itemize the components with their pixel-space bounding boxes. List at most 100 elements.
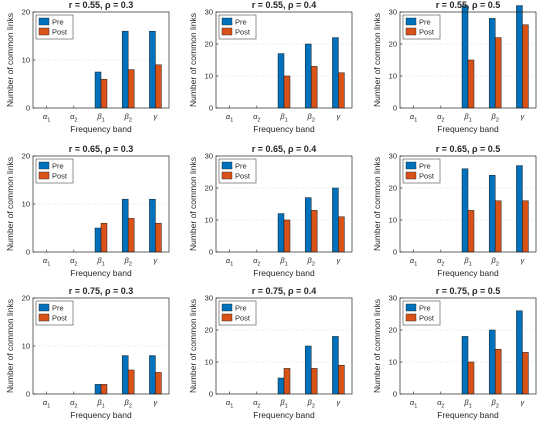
y-tick-label: 0 <box>26 390 30 399</box>
y-tick-label: 10 <box>205 216 213 225</box>
legend-label-post: Post <box>52 313 68 322</box>
x-tick-label: β1 <box>279 256 287 268</box>
x-axis-label: Frequency band <box>437 268 499 278</box>
bar-post-5 <box>522 24 529 109</box>
legend-label-pre: Pre <box>235 161 247 170</box>
bar-pre-4 <box>488 18 496 109</box>
y-tick-label: 0 <box>209 248 213 257</box>
chart-title: r = 0.55, ρ = 0.5 <box>436 0 501 10</box>
bar-post-3 <box>283 219 291 253</box>
x-tick-label: γ <box>521 112 526 121</box>
x-tick-label: β2 <box>124 112 132 124</box>
subplot-1: 0 10 20 α1 α2 β1 β2 γ r = 0.55, ρ = 0.3 Frequency… <box>5 0 170 134</box>
x-tick-label: α2 <box>70 256 77 268</box>
y-tick-label: 10 <box>389 216 397 225</box>
legend-label-pre: Pre <box>235 17 247 26</box>
legend-label-post: Post <box>235 171 251 180</box>
y-tick-label: 30 <box>205 8 213 17</box>
y-tick-label: 20 <box>205 184 213 193</box>
y-axis-label: Number of common links <box>372 299 382 393</box>
y-tick-label: 20 <box>205 326 213 335</box>
x-tick-label: α2 <box>437 112 444 124</box>
x-tick-label: γ <box>154 398 159 407</box>
y-tick-label: 0 <box>393 390 397 399</box>
subplot-9: 0 10 20 30 α1 α2 β1 β2 γ r = 0.75, ρ = 0.5 Frequen… <box>372 286 537 420</box>
chart-title: r = 0.75, ρ = 0.5 <box>436 286 501 296</box>
legend-label-pre: Pre <box>52 17 64 26</box>
legend-swatch-post <box>221 313 233 322</box>
bar-pre-3 <box>461 336 469 395</box>
x-tick-label: β2 <box>307 398 315 410</box>
y-tick-label: 30 <box>389 8 397 17</box>
bar-post-4 <box>127 369 135 395</box>
legend-label-post: Post <box>419 27 435 36</box>
bar-pre-5 <box>516 310 523 395</box>
y-axis-label: Number of common links <box>5 13 15 107</box>
y-tick-label: 10 <box>389 358 397 367</box>
bar-pre-3 <box>461 168 469 253</box>
legend-label-post: Post <box>52 27 68 36</box>
y-tick-label: 30 <box>389 152 397 161</box>
legend-swatch-pre <box>38 303 50 312</box>
y-tick-label: 0 <box>393 248 397 257</box>
legend-swatch-pre <box>405 161 417 170</box>
legend-swatch-pre <box>221 17 233 26</box>
x-tick-label: β2 <box>124 256 132 268</box>
x-tick-label: α2 <box>70 398 77 410</box>
bar-post-5 <box>338 216 345 253</box>
bar-pre-4 <box>304 197 312 253</box>
x-tick-label: β1 <box>96 398 104 410</box>
x-tick-label: γ <box>337 256 342 265</box>
legend-label-pre: Pre <box>52 303 64 312</box>
x-tick-label: α1 <box>226 256 233 268</box>
x-tick-label: α2 <box>253 256 260 268</box>
legend-label-pre: Pre <box>52 161 64 170</box>
bar-post-3 <box>283 368 291 395</box>
y-tick-label: 10 <box>205 72 213 81</box>
x-tick-label: β1 <box>96 112 104 124</box>
subplot-4: 0 10 20 α1 α2 β1 β2 γ r = 0.65, ρ = 0.3 Frequency… <box>5 144 170 278</box>
bar-post-4 <box>310 368 318 395</box>
y-tick-label: 30 <box>389 294 397 303</box>
bar-post-5 <box>338 364 345 395</box>
bar-pre-4 <box>121 30 129 109</box>
y-tick-label: 20 <box>22 8 30 17</box>
x-axis-label: Frequency band <box>70 410 132 420</box>
legend-label-pre: Pre <box>419 17 431 26</box>
y-axis-label: Number of common links <box>372 157 382 251</box>
x-tick-label: α2 <box>437 398 444 410</box>
x-tick-label: γ <box>154 256 159 265</box>
legend-swatch-post <box>38 171 50 180</box>
x-axis-label: Frequency band <box>437 410 499 420</box>
bar-pre-3 <box>94 227 102 253</box>
y-tick-label: 20 <box>389 326 397 335</box>
x-axis-label: Frequency band <box>70 124 132 134</box>
bar-post-4 <box>310 210 318 253</box>
x-axis-label: Frequency band <box>253 268 315 278</box>
x-tick-label: γ <box>521 398 526 407</box>
bar-pre-4 <box>304 43 312 109</box>
y-tick-label: 10 <box>22 56 30 65</box>
subplot-3: 0 10 20 30 α1 α2 β1 β2 γ r = 0.55, ρ = 0.5 Frequen… <box>372 0 537 134</box>
y-tick-label: 20 <box>389 184 397 193</box>
y-tick-label: 20 <box>205 40 213 49</box>
bar-pre-4 <box>304 345 312 395</box>
y-tick-label: 20 <box>22 294 30 303</box>
chart-title: r = 0.65, ρ = 0.4 <box>252 144 317 154</box>
x-tick-label: α2 <box>253 112 260 124</box>
x-tick-label: β2 <box>491 256 499 268</box>
y-tick-label: 30 <box>205 152 213 161</box>
bar-pre-5 <box>149 198 156 253</box>
bar-pre-5 <box>332 37 339 109</box>
legend-swatch-pre <box>38 17 50 26</box>
bar-post-3 <box>467 210 475 253</box>
legend-swatch-post <box>38 313 50 322</box>
x-tick-label: β2 <box>124 398 132 410</box>
x-tick-label: α2 <box>70 112 77 124</box>
chart-title: r = 0.65, ρ = 0.5 <box>436 144 501 154</box>
